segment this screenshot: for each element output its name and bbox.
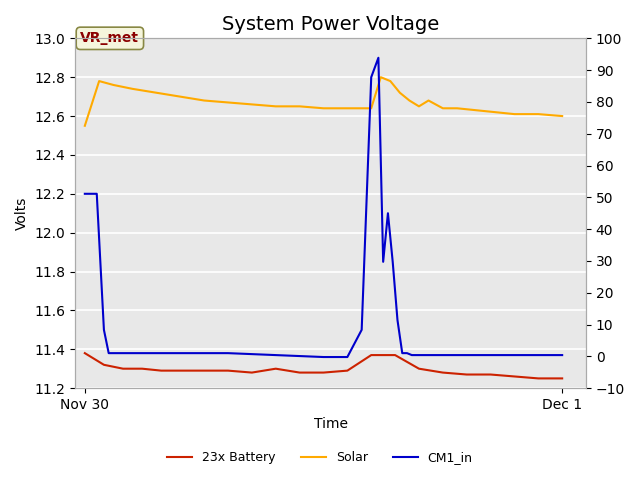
Title: System Power Voltage: System Power Voltage	[222, 15, 439, 34]
Legend: 23x Battery, Solar, CM1_in: 23x Battery, Solar, CM1_in	[163, 446, 477, 469]
X-axis label: Time: Time	[314, 418, 348, 432]
Y-axis label: Volts: Volts	[15, 196, 29, 230]
Text: VR_met: VR_met	[81, 31, 140, 45]
